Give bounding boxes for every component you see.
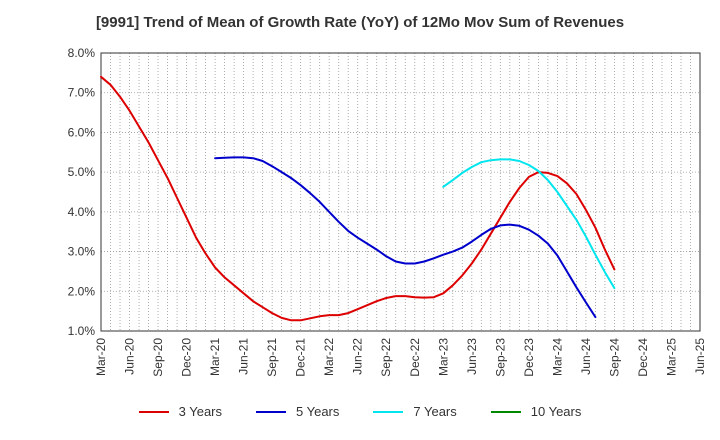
series-line-5-years xyxy=(214,156,597,319)
chart-title: [9991] Trend of Mean of Growth Rate (YoY… xyxy=(95,14,625,31)
x-tick-label: Jun-24 xyxy=(579,338,593,375)
legend-swatch-7-years xyxy=(373,410,404,413)
legend-swatch-10-years xyxy=(490,410,521,413)
x-tick-label: Mar-24 xyxy=(550,338,564,376)
x-tick-label: Mar-22 xyxy=(322,338,336,376)
y-tick-label: 8.0% xyxy=(68,46,96,60)
x-tick-label: Mar-21 xyxy=(208,338,222,376)
legend-label-7-years: 7 Years xyxy=(413,404,457,419)
y-axis: 1.0% 2.0% 3.0% 4.0% 5.0% 6.0% 7.0% 8.0% xyxy=(68,46,96,338)
legend-label-5-years: 5 Years xyxy=(296,404,340,419)
x-tick-label: Dec-23 xyxy=(522,338,536,377)
x-tick-label: Jun-23 xyxy=(465,338,479,375)
x-tick-label: Jun-21 xyxy=(237,338,251,375)
legend: 3 Years 5 Years 7 Years 10 Years xyxy=(0,404,720,419)
legend-label-3-years: 3 Years xyxy=(178,404,222,419)
x-tick-label: Sep-23 xyxy=(493,338,507,377)
y-tick-label: 3.0% xyxy=(68,245,96,259)
y-tick-label: 7.0% xyxy=(68,86,96,100)
series-line-3-years xyxy=(100,75,616,322)
y-tick-label: 6.0% xyxy=(68,125,96,139)
x-tick-label: Mar-20 xyxy=(94,338,108,376)
x-tick-label: Dec-21 xyxy=(294,338,308,377)
x-axis: Mar-20 Jun-20 Sep-20 Dec-20 Mar-21 Jun-21 Sep-… xyxy=(94,338,707,377)
y-tick-label: 5.0% xyxy=(68,165,96,179)
series-line-7-years xyxy=(442,158,616,290)
legend-item-3-years: 3 Years xyxy=(138,404,222,419)
grid-lines xyxy=(101,53,700,331)
x-tick-label: Sep-20 xyxy=(151,338,165,377)
legend-item-7-years: 7 Years xyxy=(373,404,457,419)
x-tick-label: Jun-25 xyxy=(693,338,707,375)
x-tick-label: Dec-22 xyxy=(408,338,422,377)
x-tick-label: Jun-22 xyxy=(351,338,365,375)
x-tick-label: Jun-20 xyxy=(123,338,137,375)
legend-swatch-3-years xyxy=(138,410,169,413)
x-tick-label: Sep-21 xyxy=(265,338,279,377)
legend-swatch-5-years xyxy=(256,410,286,413)
x-tick-label: Dec-20 xyxy=(180,338,194,377)
legend-item-5-years: 5 Years xyxy=(256,404,339,419)
legend-item-10-years: 10 Years xyxy=(490,404,582,419)
legend-label-10-years: 10 Years xyxy=(530,404,582,419)
x-tick-label: Sep-22 xyxy=(379,338,393,377)
x-tick-label: Dec-24 xyxy=(636,338,650,377)
x-tick-label: Sep-24 xyxy=(607,338,621,377)
y-tick-label: 2.0% xyxy=(68,284,96,298)
series-lines xyxy=(100,75,616,322)
x-tick-label: Mar-25 xyxy=(664,338,678,376)
y-tick-label: 4.0% xyxy=(68,205,96,219)
plot-frame xyxy=(100,52,701,332)
x-tick-label: Mar-23 xyxy=(436,338,450,376)
y-tick-label: 1.0% xyxy=(68,324,96,338)
